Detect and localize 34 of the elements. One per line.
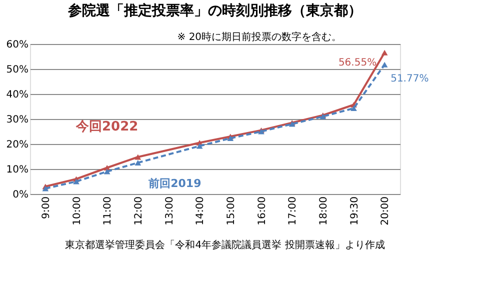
point: [134, 160, 142, 166]
text: 東京都選挙管理委員会「令和4年参議院議員選挙 投開票速報」より作成: [65, 239, 385, 251]
x-tick-label: 19:30: [349, 196, 360, 226]
point: [381, 50, 388, 56]
y-tick-label: 60%: [6, 40, 28, 50]
series-label: 前回2019: [148, 177, 202, 190]
x-tick-label: 18:00: [318, 196, 330, 226]
y-tick-label: 0%: [12, 190, 28, 200]
point: [381, 62, 388, 68]
x-tick-label: 13:00: [164, 196, 176, 226]
chart-title: 参院選「推定投票率」の時刻別推移（東京都）: [67, 2, 362, 19]
y-tick-label: 20%: [6, 140, 28, 150]
point: [73, 178, 80, 184]
x-tick-label: 20:00: [380, 196, 392, 226]
text: ※ 20時に期日前投票の数字を含む。: [177, 31, 342, 43]
x-tick-label: 11:00: [102, 196, 114, 226]
data-label: 51.77%: [390, 74, 429, 85]
x-tick-label: 14:00: [195, 196, 206, 226]
y-tick-label: 40%: [6, 90, 28, 100]
x-tick-label: 15:00: [226, 196, 237, 226]
x-tick-label: 10:00: [72, 196, 83, 226]
point: [350, 106, 357, 111]
data-label: 56.55%: [338, 58, 377, 69]
y-tick-label: 30%: [6, 114, 28, 126]
x-tick-label: 16:00: [256, 196, 268, 226]
y-tick-label: 50%: [6, 64, 28, 76]
series-label: 今回2022: [74, 120, 138, 134]
x-tick-label: 9:00: [40, 196, 52, 219]
point: [134, 154, 142, 160]
x-tick-label: 12:00: [133, 196, 144, 226]
x-tick-label: 17:00: [288, 196, 299, 226]
point: [104, 168, 110, 174]
point: [196, 143, 203, 149]
y-tick-label: 10%: [6, 164, 28, 176]
